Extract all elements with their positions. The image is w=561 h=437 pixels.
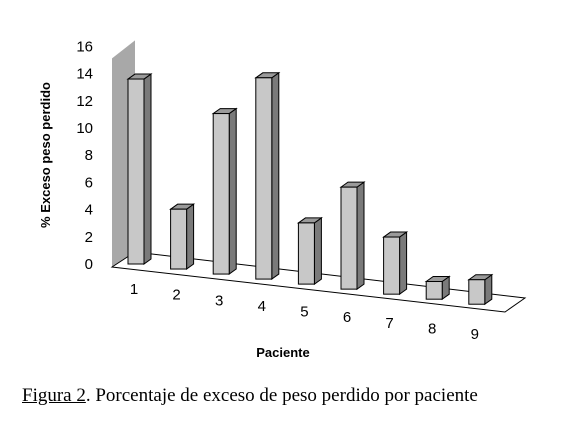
bar xyxy=(126,73,153,265)
x-tick-label: 8 xyxy=(428,320,436,337)
y-tick-label: 16 xyxy=(76,38,93,55)
caption-text: . Porcentaje de exceso de peso perdido p… xyxy=(85,385,478,406)
x-tick-label: 5 xyxy=(300,304,308,321)
bar-front xyxy=(468,279,486,305)
y-tick-label: 14 xyxy=(76,66,93,83)
bar xyxy=(467,273,494,306)
x-tick-label: 6 xyxy=(343,309,351,326)
bar-front xyxy=(170,208,188,270)
x-tick-label: 9 xyxy=(471,326,479,343)
y-axis-ticks: 0 2 4 6 8 10 12 14 16 xyxy=(76,38,93,273)
y-tick-label: 4 xyxy=(85,202,93,219)
bar-side xyxy=(313,216,322,286)
bar-front xyxy=(127,78,145,265)
y-tick-label: 6 xyxy=(85,174,93,191)
bar xyxy=(254,71,281,281)
y-tick-label: 10 xyxy=(76,120,93,137)
floor-outline xyxy=(110,251,527,313)
x-axis-categories: 1 2 3 4 5 6 7 8 9 xyxy=(130,281,479,343)
bar-front xyxy=(425,281,443,300)
x-axis-label: Paciente xyxy=(256,345,309,360)
figure-caption: Figura 2. Porcentaje de exceso de peso p… xyxy=(22,385,478,407)
bar xyxy=(382,231,409,296)
bar-side xyxy=(399,231,408,296)
y-tick-label: 8 xyxy=(85,147,93,164)
bar-front xyxy=(297,222,315,285)
bar xyxy=(169,203,196,270)
bars xyxy=(126,71,494,306)
bar-side xyxy=(271,71,280,281)
bar-front xyxy=(340,186,358,290)
bar-side xyxy=(356,181,365,291)
x-tick-label: 3 xyxy=(215,292,223,309)
x-tick-label: 2 xyxy=(172,287,180,304)
chart-floor xyxy=(110,251,527,313)
bar-front xyxy=(212,113,230,275)
bar-front xyxy=(383,236,401,295)
bar xyxy=(296,216,323,286)
figure-number: Figura 2 xyxy=(22,385,86,406)
y-tick-label: 0 xyxy=(85,256,93,273)
bar-side xyxy=(186,203,195,270)
x-tick-label: 1 xyxy=(130,281,138,298)
x-tick-label: 7 xyxy=(385,315,393,332)
bar-side xyxy=(228,107,237,276)
bar xyxy=(424,275,451,301)
y-tick-label: 12 xyxy=(76,93,93,110)
y-tick-label: 2 xyxy=(85,229,93,246)
y-axis-label: % Exceso peso perdido xyxy=(38,82,53,228)
bar xyxy=(339,181,366,291)
x-tick-label: 4 xyxy=(258,298,266,315)
bar-front xyxy=(255,77,273,280)
bar xyxy=(211,107,238,276)
bar-side xyxy=(143,73,152,265)
